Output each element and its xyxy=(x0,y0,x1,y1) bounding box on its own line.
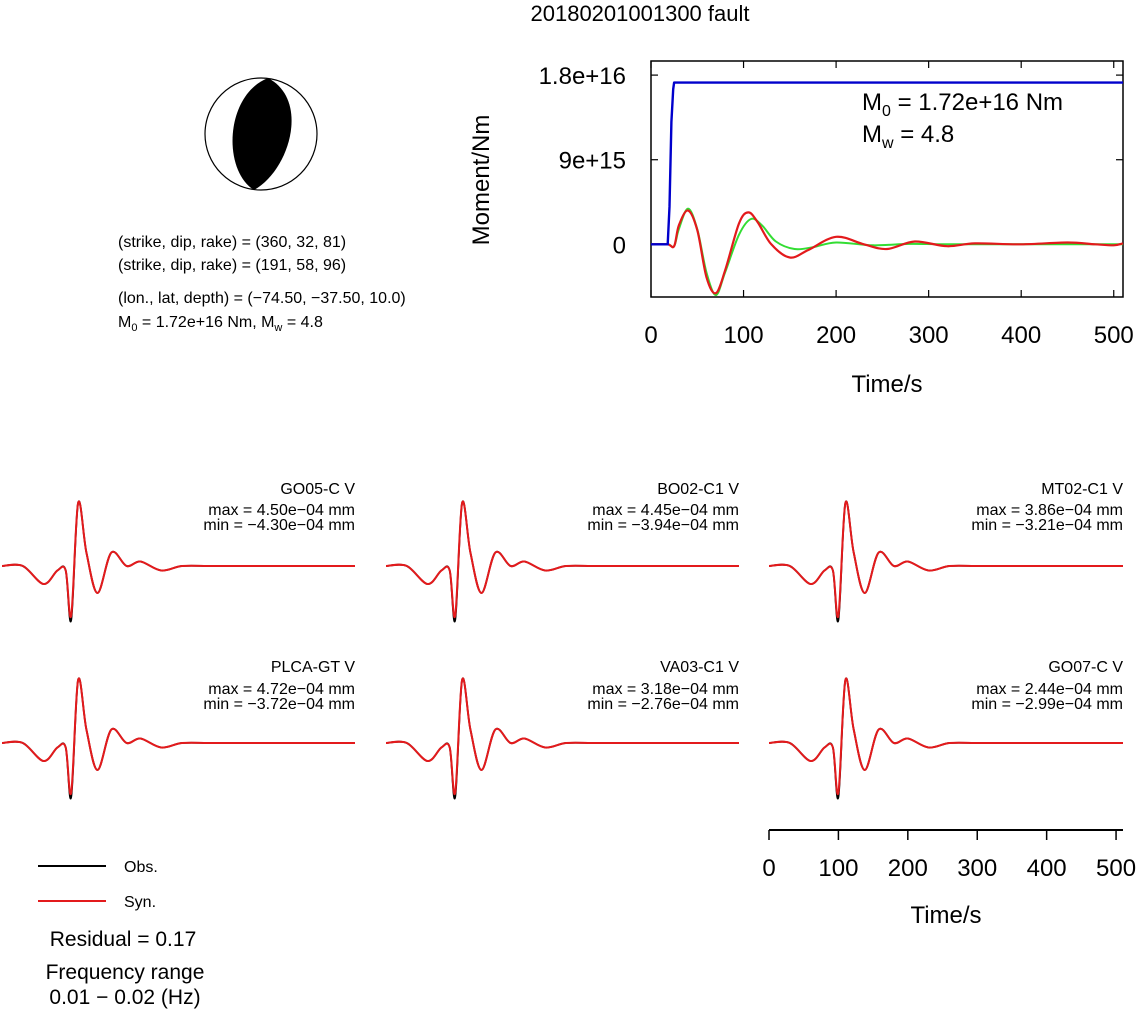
residual-text: Residual = 0.17 xyxy=(50,928,197,951)
legend-syn-label: Syn. xyxy=(124,894,156,911)
waveform-min: min = −4.30e−04 mm xyxy=(203,517,355,534)
moment-chart-frame xyxy=(650,60,1124,298)
waveform-min: min = −2.99e−04 mm xyxy=(971,696,1123,713)
waveform-max: max = 4.72e−04 mm xyxy=(208,681,355,698)
moment-x-tick-label: 500 xyxy=(1094,322,1134,349)
waveform-max: max = 4.50e−04 mm xyxy=(208,502,355,519)
waveform-time-axis: 0 100 200 300 400 500 Time/s xyxy=(762,829,1136,929)
cumulative-moment-line xyxy=(651,81,1123,246)
station-label: PLCA-GT V xyxy=(271,659,356,676)
moment-x-tick-label: 400 xyxy=(1001,322,1041,349)
moment-y-tick-label: 9e+15 xyxy=(559,148,626,175)
waveform-max: max = 3.86e−04 mm xyxy=(976,502,1123,519)
waveform-traces xyxy=(385,677,739,800)
figure-title: 20180201001300 fault xyxy=(531,1,750,26)
waveform-panel: PLCA-GT V max = 4.72e−04 mm min = −3.72e… xyxy=(1,659,356,800)
waveform-x-tick-label: 100 xyxy=(818,855,858,882)
waveform-x-tick-label: 400 xyxy=(1027,855,1067,882)
nodal-plane-2: (strike, dip, rake) = (191, 58, 96) xyxy=(118,257,346,274)
waveform-traces xyxy=(1,500,355,623)
moment-x-tick-label: 200 xyxy=(816,322,856,349)
waveform-traces xyxy=(1,677,355,800)
waveform-axis-xlabel: Time/s xyxy=(910,902,981,929)
moment-chart-x-ticks: 0 100 200 300 400 500 xyxy=(644,61,1134,349)
station-label: GO07-C V xyxy=(1048,659,1123,676)
waveform-x-tick-label: 500 xyxy=(1096,855,1136,882)
station-label: MT02-C1 V xyxy=(1041,481,1123,498)
waveform-min: min = −3.72e−04 mm xyxy=(203,696,355,713)
moment-x-tick-label: 0 xyxy=(644,322,657,349)
legend-obs-label: Obs. xyxy=(124,859,158,876)
moment-x-tick-label: 300 xyxy=(909,322,949,349)
waveform-min: min = −2.76e−04 mm xyxy=(587,696,739,713)
synthetic-trace xyxy=(768,677,1123,796)
station-label: GO05-C V xyxy=(280,481,355,498)
synthetic-trace xyxy=(1,500,355,619)
beachball-icon xyxy=(204,77,318,191)
station-label: BO02-C1 V xyxy=(657,481,739,498)
synthetic-trace xyxy=(385,677,739,796)
waveform-x-tick-label: 200 xyxy=(888,855,928,882)
waveform-x-tick-label: 0 xyxy=(762,855,775,882)
moment-chart-ylabel: Moment/Nm xyxy=(468,115,495,246)
waveform-panel: VA03-C1 V max = 3.18e−04 mm min = −2.76e… xyxy=(385,659,739,800)
moment-chart-lines xyxy=(650,81,1124,297)
source-location: (lon., lat, depth) = (−74.50, −37.50, 10… xyxy=(118,290,406,307)
waveform-panel: MT02-C1 V max = 3.86e−04 mm min = −3.21e… xyxy=(768,481,1123,623)
frequency-title: Frequency range xyxy=(46,961,205,984)
waveform-max: max = 3.18e−04 mm xyxy=(592,681,739,698)
moment-y-tick-label: 0 xyxy=(613,232,626,259)
waveform-min: min = −3.21e−04 mm xyxy=(971,517,1123,534)
synthetic-trace xyxy=(1,677,355,796)
moment-annotation-mw: Mw = 4.8 xyxy=(862,121,954,152)
waveform-panel: GO05-C V max = 4.50e−04 mm min = −4.30e−… xyxy=(1,481,355,623)
moment-x-tick-label: 100 xyxy=(724,322,764,349)
waveform-x-tick-label: 300 xyxy=(957,855,997,882)
waveform-panel: GO07-C V max = 2.44e−04 mm min = −2.99e−… xyxy=(768,659,1123,800)
frequency-range: 0.01 − 0.02 (Hz) xyxy=(49,986,200,1009)
synthetic-trace xyxy=(768,500,1123,619)
legend: Obs. Syn. Residual = 0.17 Frequency rang… xyxy=(38,859,204,1009)
waveform-traces xyxy=(768,500,1123,623)
moment-chart-xlabel: Time/s xyxy=(851,371,922,398)
waveform-max: max = 4.45e−04 mm xyxy=(592,502,739,519)
moment-annotation-m0: M0 = 1.72e+16 Nm xyxy=(862,89,1063,120)
moment-y-tick-label: 1.8e+16 xyxy=(539,63,626,90)
waveform-traces xyxy=(768,677,1123,800)
waveform-max: max = 2.44e−04 mm xyxy=(976,681,1123,698)
waveform-axis-ticks: 0 100 200 300 400 500 xyxy=(762,830,1136,882)
moment-rate-red-line xyxy=(650,209,1124,295)
station-label: VA03-C1 V xyxy=(660,659,739,676)
waveform-traces xyxy=(385,500,739,623)
moment-chart: 0 100 200 300 400 500 0 9e+15 1.8e+16 Moment/Nm… xyxy=(468,60,1134,398)
nodal-plane-1: (strike, dip, rake) = (360, 32, 81) xyxy=(118,234,346,251)
waveform-min: min = −3.94e−04 mm xyxy=(587,517,739,534)
waveform-panel: BO02-C1 V max = 4.45e−04 mm min = −3.94e… xyxy=(385,481,739,623)
moment-magnitude-line: M0 = 1.72e+16 Nm, Mw = 4.8 xyxy=(118,314,323,334)
synthetic-trace xyxy=(385,500,739,619)
moment-chart-y-ticks: 0 9e+15 1.8e+16 xyxy=(539,63,1123,259)
